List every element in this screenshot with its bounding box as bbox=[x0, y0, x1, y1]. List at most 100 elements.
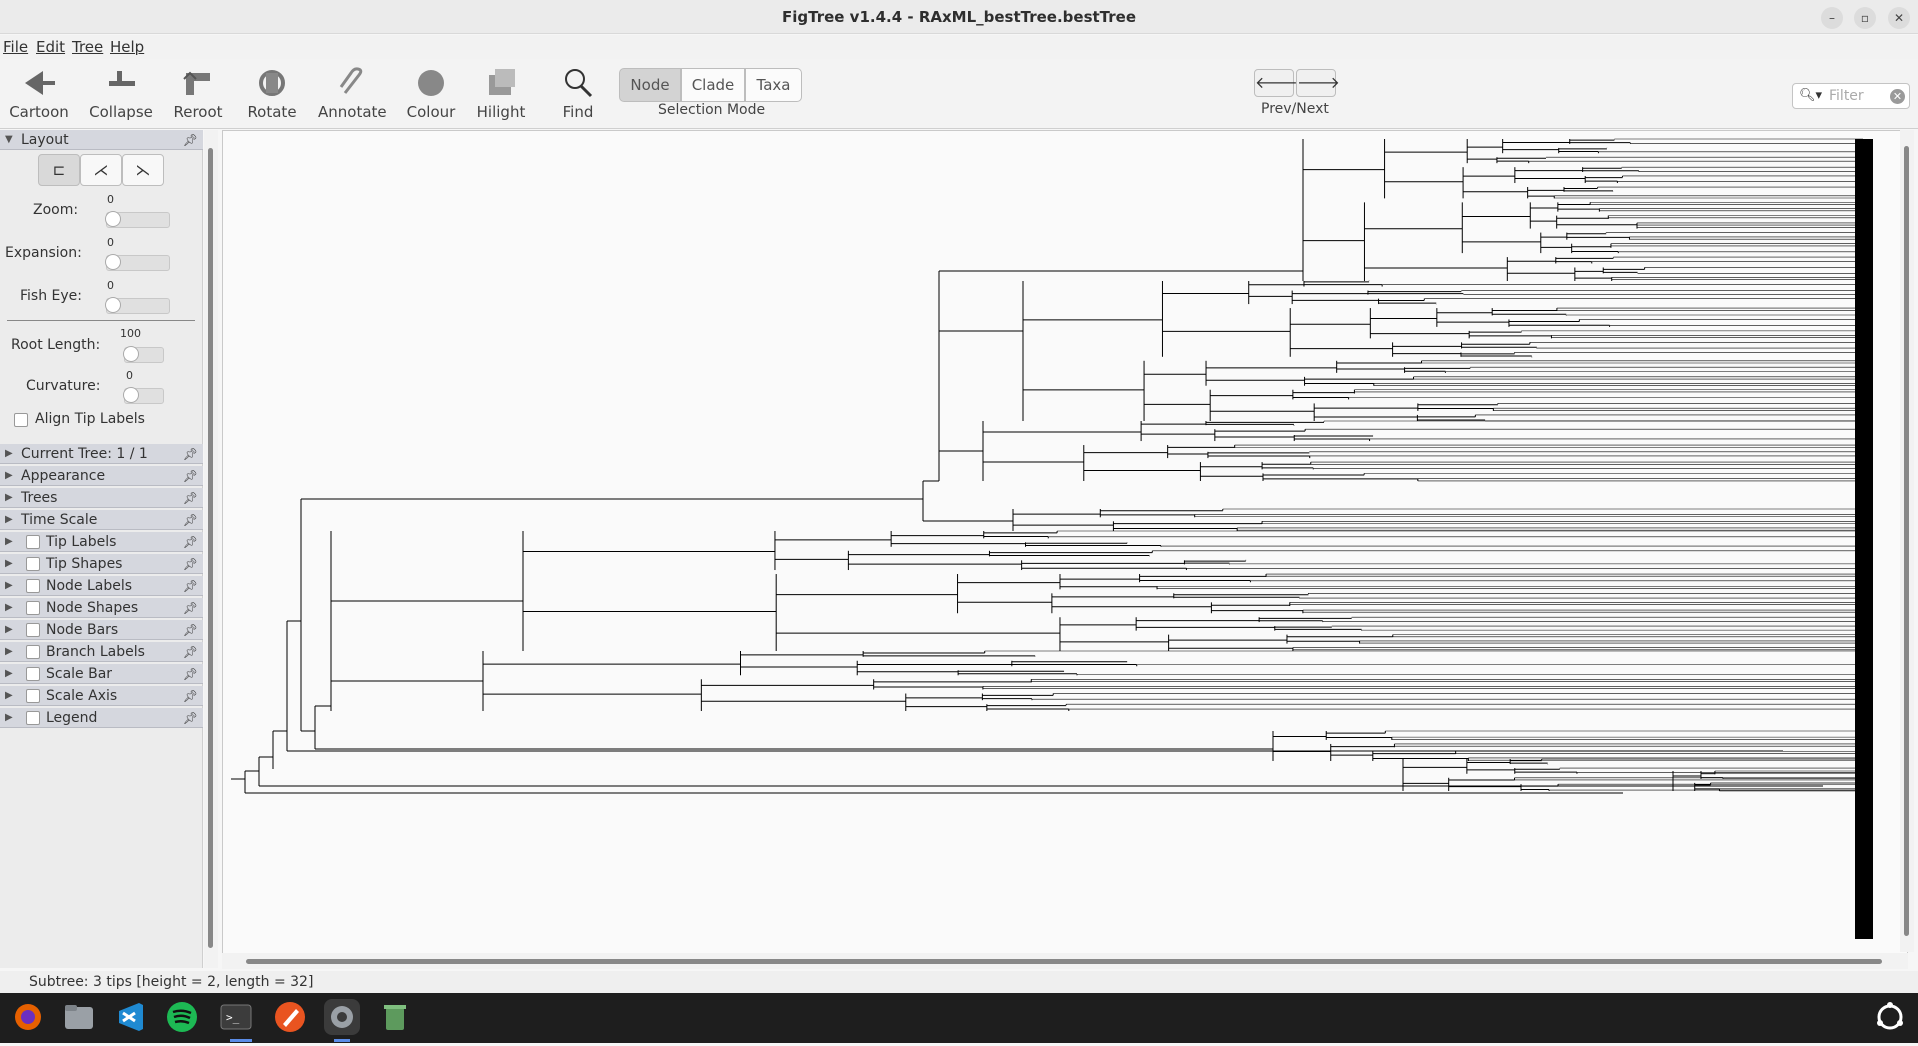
colour-button[interactable]: Colour bbox=[405, 65, 457, 121]
section-checkbox[interactable] bbox=[26, 557, 40, 571]
trash-icon[interactable] bbox=[377, 999, 413, 1035]
collapsed-triangle-icon: ▶ bbox=[5, 668, 13, 679]
curvature-slider[interactable] bbox=[123, 387, 164, 404]
window-title: FigTree v1.4.4 - RAxML_bestTree.bestTree bbox=[781, 8, 1137, 26]
section-checkbox[interactable] bbox=[26, 623, 40, 637]
rectangular-layout-button[interactable]: ⊏ bbox=[38, 154, 80, 186]
close-button[interactable]: ✕ bbox=[1888, 7, 1910, 29]
spotify-icon[interactable] bbox=[164, 999, 200, 1035]
terminal-icon[interactable]: >_ bbox=[218, 999, 254, 1035]
selection-taxa-button[interactable]: Taxa bbox=[745, 68, 802, 102]
show-apps-icon[interactable] bbox=[1872, 999, 1908, 1035]
hilight-icon bbox=[489, 69, 515, 95]
pin-icon[interactable]: 📌︎ bbox=[182, 491, 198, 505]
section-trees[interactable]: ▶ Trees 📌︎ bbox=[0, 488, 203, 508]
find-label: Find bbox=[562, 103, 594, 121]
section-current-tree[interactable]: ▶ Current Tree: 1 / 1 📌︎ bbox=[0, 444, 203, 464]
pin-icon[interactable]: 📌︎ bbox=[182, 623, 198, 637]
pin-icon[interactable]: 📌︎ bbox=[182, 711, 198, 725]
section-checkbox[interactable] bbox=[26, 689, 40, 703]
minimize-button[interactable]: – bbox=[1821, 7, 1843, 29]
filter-placeholder: Filter bbox=[1829, 88, 1864, 104]
pin-icon[interactable]: 📌︎ bbox=[182, 667, 198, 681]
section-branch-labels[interactable]: ▶ Branch Labels 📌︎ bbox=[0, 642, 203, 662]
horizontal-scrollbar[interactable] bbox=[222, 953, 1908, 969]
inkscape-icon[interactable] bbox=[272, 999, 308, 1035]
selection-node-button[interactable]: Node bbox=[619, 68, 681, 102]
polar-layout-button[interactable]: ⋌ bbox=[80, 154, 122, 186]
section-scale-axis[interactable]: ▶ Scale Axis 📌︎ bbox=[0, 686, 203, 706]
settings-icon[interactable] bbox=[324, 999, 360, 1035]
section-checkbox[interactable] bbox=[26, 535, 40, 549]
next-button[interactable]: 🡒 bbox=[1296, 69, 1340, 97]
section-tip-shapes[interactable]: ▶ Tip Shapes 📌︎ bbox=[0, 554, 203, 574]
pin-icon[interactable]: 📌︎ bbox=[182, 133, 198, 147]
zoom-slider[interactable] bbox=[105, 211, 170, 228]
section-label: Tip Labels bbox=[46, 534, 117, 550]
section-checkbox[interactable] bbox=[26, 579, 40, 593]
panel-scrollbar[interactable] bbox=[204, 130, 218, 968]
section-time-scale[interactable]: ▶ Time Scale 📌︎ bbox=[0, 510, 203, 530]
pin-icon[interactable]: 📌︎ bbox=[182, 513, 198, 527]
section-node-shapes[interactable]: ▶ Node Shapes 📌︎ bbox=[0, 598, 203, 618]
rotate-button[interactable]: Rotate bbox=[244, 65, 300, 121]
section-label: Appearance bbox=[21, 468, 106, 484]
menu-file[interactable]: File bbox=[3, 38, 29, 56]
menu-tree[interactable]: Tree bbox=[72, 38, 104, 56]
collapsed-triangle-icon: ▶ bbox=[5, 514, 13, 525]
selection-clade-button[interactable]: Clade bbox=[681, 68, 745, 102]
pin-icon[interactable]: 📌︎ bbox=[182, 645, 198, 659]
expansion-slider[interactable] bbox=[105, 254, 170, 271]
pin-icon[interactable]: 📌︎ bbox=[182, 579, 198, 593]
pin-icon[interactable]: 📌︎ bbox=[182, 469, 198, 483]
filter-field[interactable]: 🔍︎▾ Filter ✕ bbox=[1792, 83, 1910, 109]
section-scale-bar[interactable]: ▶ Scale Bar 📌︎ bbox=[0, 664, 203, 684]
section-legend[interactable]: ▶ Legend 📌︎ bbox=[0, 708, 203, 728]
reroot-button[interactable]: Reroot bbox=[172, 65, 224, 121]
annotate-button[interactable]: Annotate bbox=[318, 65, 387, 121]
arrow-right-icon: 🡒 bbox=[1297, 73, 1340, 92]
prev-next-label: Prev/Next bbox=[1261, 101, 1329, 117]
expansion-value: 0 bbox=[107, 236, 114, 249]
find-button[interactable]: Find bbox=[556, 65, 600, 121]
maximize-button[interactable]: ▫ bbox=[1854, 7, 1876, 29]
tree-canvas[interactable] bbox=[222, 130, 1908, 960]
collapse-label: Collapse bbox=[89, 103, 153, 121]
align-tip-labels-checkbox[interactable] bbox=[14, 413, 28, 427]
section-checkbox[interactable] bbox=[26, 711, 40, 725]
section-checkbox[interactable] bbox=[26, 645, 40, 659]
pin-icon[interactable]: 📌︎ bbox=[182, 557, 198, 571]
files-icon[interactable] bbox=[61, 999, 97, 1035]
radial-layout-button[interactable]: ⋋ bbox=[122, 154, 164, 186]
prev-button[interactable]: 🡐 bbox=[1254, 69, 1298, 97]
clear-icon[interactable]: ✕ bbox=[1890, 89, 1905, 104]
section-checkbox[interactable] bbox=[26, 601, 40, 615]
arrow-left-icon: 🡐 bbox=[1255, 73, 1298, 92]
collapsed-triangle-icon: ▶ bbox=[5, 624, 13, 635]
section-checkbox[interactable] bbox=[26, 667, 40, 681]
cartoon-button[interactable]: Cartoon bbox=[9, 65, 69, 121]
pin-icon[interactable]: 📌︎ bbox=[182, 447, 198, 461]
controls-panel: ▼ Layout 📌︎ ⊏ ⋌ ⋋ 0 Zoom: 0 Expansion: 0… bbox=[0, 130, 203, 968]
section-node-labels[interactable]: ▶ Node Labels 📌︎ bbox=[0, 576, 203, 596]
vscode-icon[interactable] bbox=[113, 999, 149, 1035]
vertical-scrollbar[interactable] bbox=[1900, 130, 1914, 952]
reroot-icon bbox=[183, 71, 210, 95]
hilight-button[interactable]: Hilight bbox=[475, 65, 527, 121]
section-appearance[interactable]: ▶ Appearance 📌︎ bbox=[0, 466, 203, 486]
menu-edit[interactable]: Edit bbox=[36, 38, 66, 56]
section-label: Tip Shapes bbox=[46, 556, 123, 572]
pin-icon[interactable]: 📌︎ bbox=[182, 689, 198, 703]
menu-help[interactable]: Help bbox=[110, 38, 145, 56]
fisheye-slider[interactable] bbox=[105, 297, 170, 314]
running-indicator bbox=[334, 1039, 350, 1042]
section-tip-labels[interactable]: ▶ Tip Labels 📌︎ bbox=[0, 532, 203, 552]
phylogenetic-tree[interactable] bbox=[223, 131, 1909, 953]
root-length-slider[interactable] bbox=[123, 346, 164, 363]
section-node-bars[interactable]: ▶ Node Bars 📌︎ bbox=[0, 620, 203, 640]
pin-icon[interactable]: 📌︎ bbox=[182, 601, 198, 615]
firefox-icon[interactable] bbox=[10, 999, 46, 1035]
pin-icon[interactable]: 📌︎ bbox=[182, 535, 198, 549]
collapse-button[interactable]: Collapse bbox=[89, 65, 153, 121]
layout-section-header[interactable]: ▼ Layout 📌︎ bbox=[0, 130, 203, 150]
